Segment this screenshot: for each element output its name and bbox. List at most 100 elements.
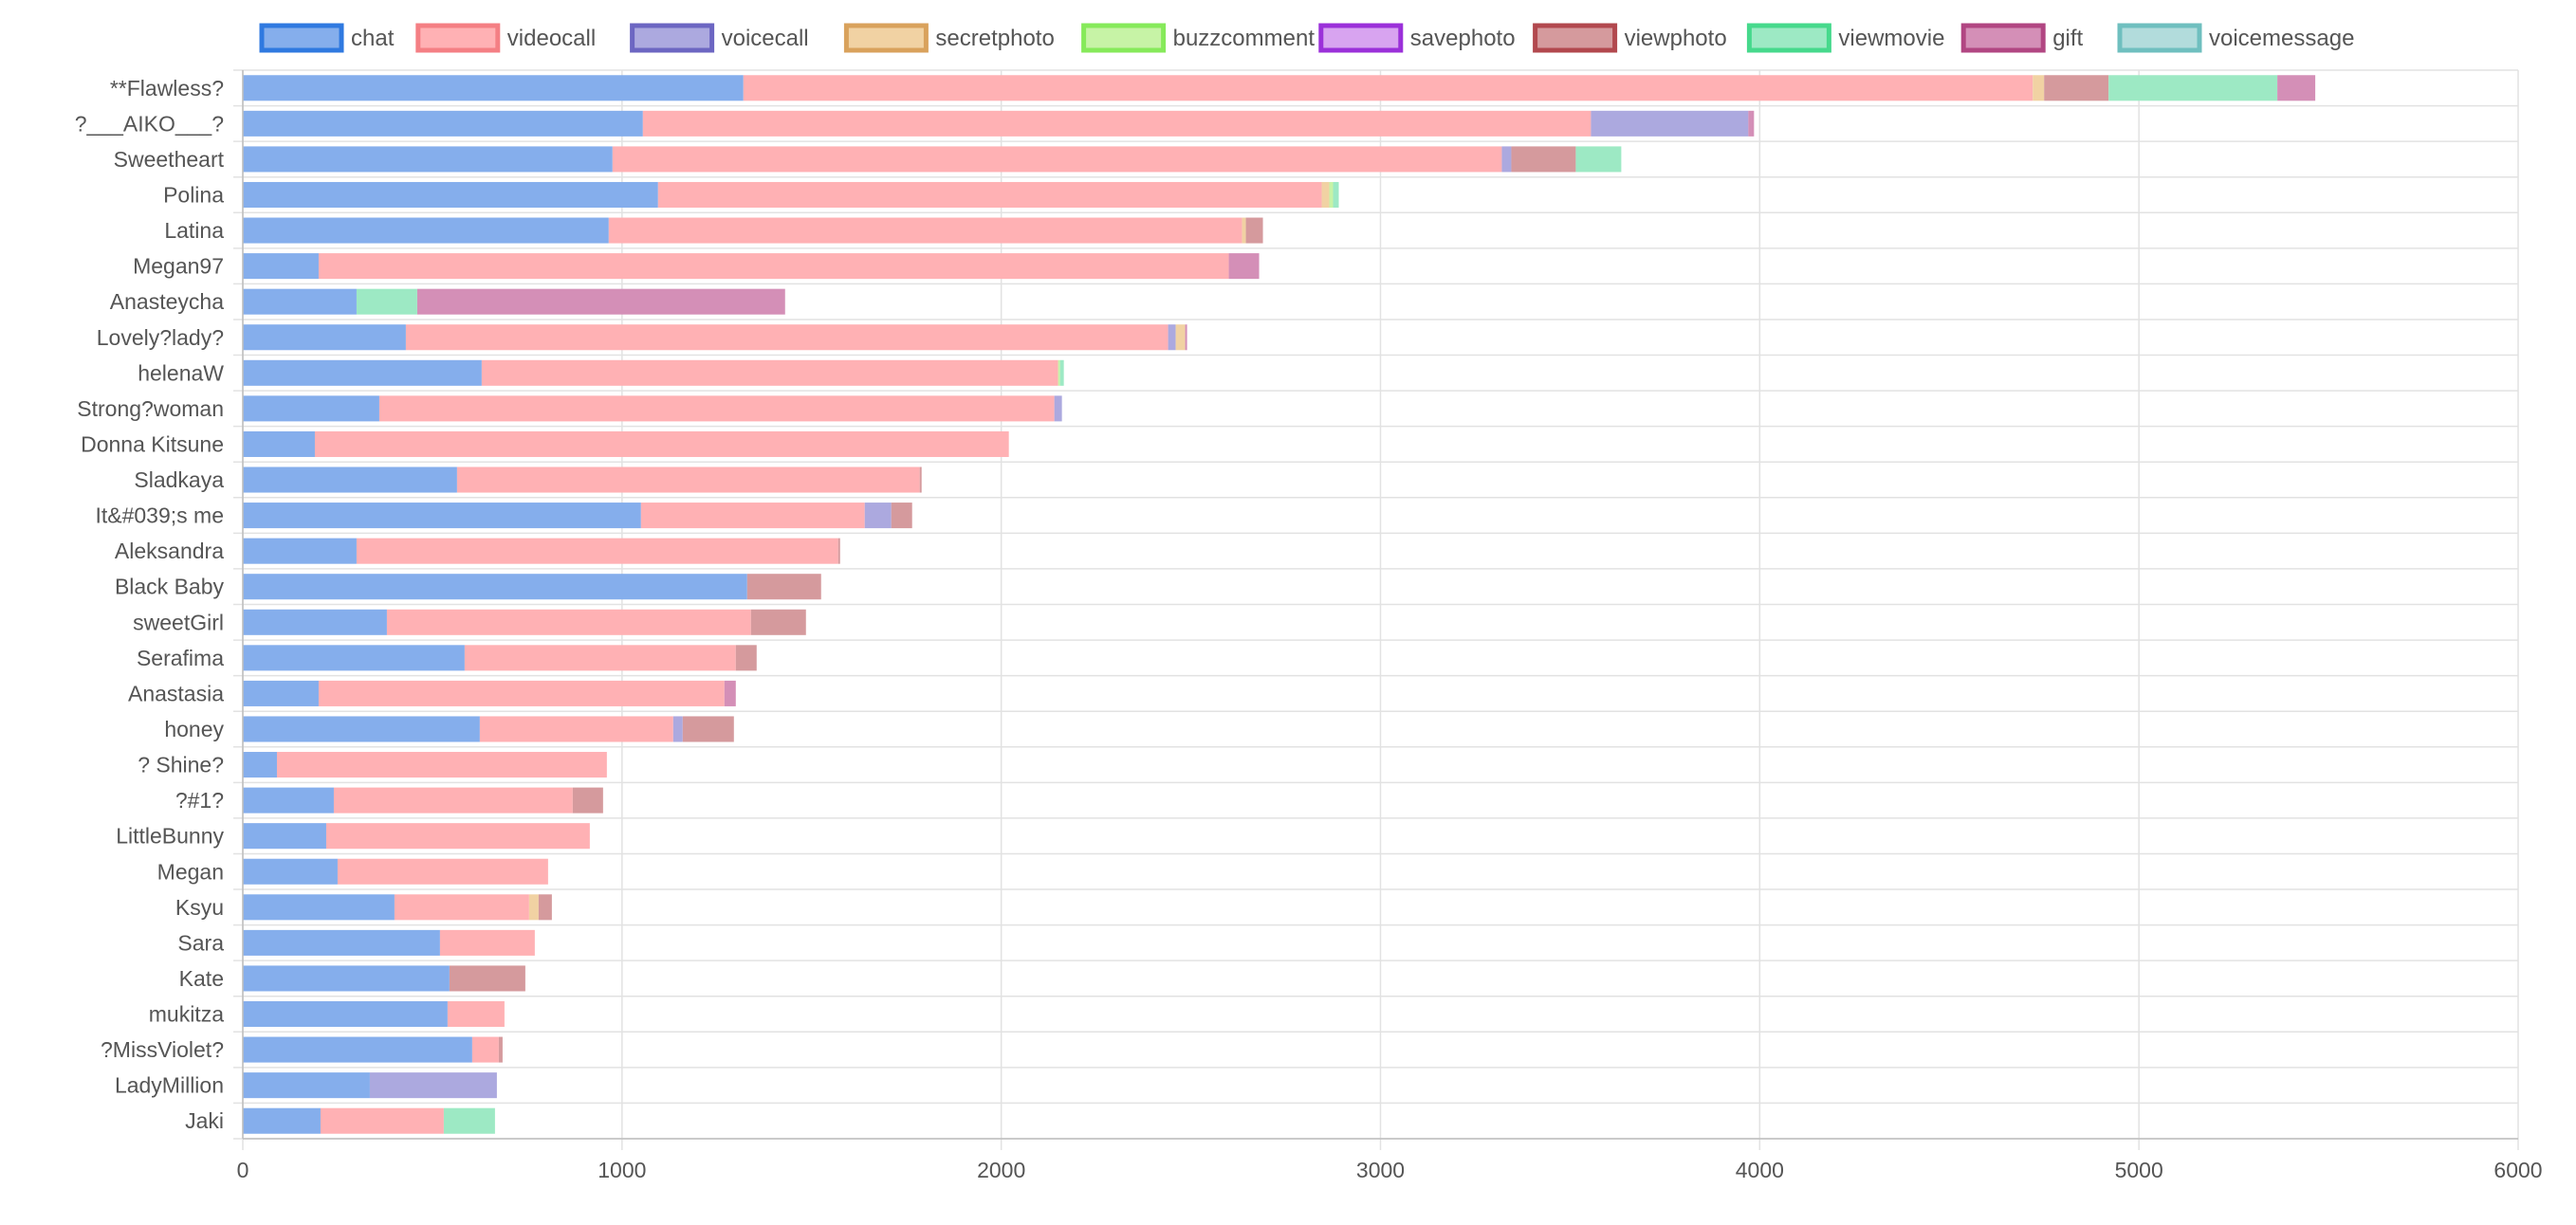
- bar-segment-chat[interactable]: [243, 752, 277, 778]
- bar-segment-voicecall[interactable]: [369, 1072, 497, 1099]
- bar-segment-viewmovie[interactable]: [1575, 146, 1622, 173]
- bar-segment-gift[interactable]: [2277, 75, 2316, 101]
- bar-segment-gift[interactable]: [1185, 324, 1187, 351]
- bar-segment-videocall[interactable]: [318, 253, 1229, 280]
- legend-item-savephoto[interactable]: savephoto: [1318, 23, 1516, 53]
- bar-segment-chat[interactable]: [243, 538, 357, 564]
- bar-segment-videocall[interactable]: [456, 466, 920, 493]
- bar-segment-videocall[interactable]: [612, 146, 1502, 173]
- bar-segment-secretphoto[interactable]: [1242, 217, 1246, 244]
- bar-segment-videocall[interactable]: [314, 430, 1009, 457]
- bar-segment-viewphoto[interactable]: [538, 894, 552, 921]
- bar-segment-gift[interactable]: [416, 288, 785, 315]
- bar-segment-videocall[interactable]: [276, 752, 607, 778]
- bar-segment-chat[interactable]: [243, 503, 641, 529]
- bar-segment-videocall[interactable]: [378, 395, 1055, 422]
- bar-segment-viewphoto[interactable]: [891, 503, 912, 529]
- bar-segment-buzzcomment[interactable]: [1329, 181, 1334, 209]
- bar-segment-gift[interactable]: [1228, 253, 1260, 280]
- bar-segment-viewmovie[interactable]: [1059, 359, 1064, 386]
- bar-segment-chat[interactable]: [243, 146, 613, 173]
- bar-segment-viewmovie[interactable]: [356, 288, 417, 315]
- bar-segment-secretphoto[interactable]: [1321, 181, 1330, 209]
- bar-segment-chat[interactable]: [243, 965, 450, 992]
- bar-segment-viewmovie[interactable]: [2108, 75, 2278, 101]
- bar-segment-chat[interactable]: [243, 1107, 321, 1134]
- bar-segment-chat[interactable]: [243, 574, 747, 600]
- bar-segment-viewphoto[interactable]: [1511, 146, 1576, 173]
- bar-segment-chat[interactable]: [243, 1072, 370, 1099]
- bar-segment-gift[interactable]: [724, 680, 736, 706]
- bar-segment-viewphoto[interactable]: [2044, 75, 2109, 101]
- bar-segment-chat[interactable]: [243, 680, 319, 706]
- bar-segment-chat[interactable]: [243, 645, 465, 671]
- bar-segment-videocall[interactable]: [640, 503, 865, 529]
- bar-segment-videocall[interactable]: [333, 787, 573, 814]
- bar-segment-viewphoto[interactable]: [1245, 217, 1263, 244]
- bar-segment-viewphoto[interactable]: [746, 574, 821, 600]
- legend-item-chat[interactable]: chat: [259, 23, 395, 53]
- bar-segment-videocall[interactable]: [439, 929, 535, 956]
- bar-segment-videocall[interactable]: [405, 324, 1168, 351]
- bar-segment-chat[interactable]: [243, 181, 658, 209]
- bar-segment-viewphoto[interactable]: [735, 645, 757, 671]
- bar-segment-voicecall[interactable]: [1054, 395, 1062, 422]
- bar-segment-videocall[interactable]: [608, 217, 1242, 244]
- bar-segment-chat[interactable]: [243, 217, 609, 244]
- bar-segment-videocall[interactable]: [743, 75, 2033, 101]
- bar-segment-videocall[interactable]: [318, 680, 725, 706]
- bar-segment-viewphoto[interactable]: [498, 1036, 503, 1063]
- legend-item-buzzcomment[interactable]: buzzcomment: [1081, 23, 1316, 53]
- bar-segment-voicecall[interactable]: [1501, 146, 1512, 173]
- bar-segment-videocall[interactable]: [481, 359, 1058, 386]
- bar-segment-viewphoto[interactable]: [449, 965, 525, 992]
- bar-segment-chat[interactable]: [243, 359, 482, 386]
- bar-segment-viewphoto[interactable]: [750, 609, 806, 635]
- legend-item-viewphoto[interactable]: viewphoto: [1533, 23, 1727, 53]
- bar-segment-voicecall[interactable]: [1168, 324, 1176, 351]
- bar-segment-chat[interactable]: [243, 1000, 448, 1028]
- bar-segment-chat[interactable]: [243, 929, 440, 956]
- bar-segment-videocall[interactable]: [325, 823, 590, 850]
- legend-item-videocall[interactable]: videocall: [415, 23, 596, 53]
- bar-segment-videocall[interactable]: [337, 858, 548, 885]
- bar-segment-chat[interactable]: [243, 1036, 472, 1063]
- bar-segment-chat[interactable]: [243, 324, 406, 351]
- legend-item-secretphoto[interactable]: secretphoto: [843, 23, 1055, 53]
- bar-segment-voicecall[interactable]: [672, 716, 683, 742]
- bar-segment-viewphoto[interactable]: [682, 716, 734, 742]
- legend-item-voicecall[interactable]: voicecall: [630, 23, 809, 53]
- bar-segment-secretphoto[interactable]: [528, 894, 539, 921]
- bar-segment-secretphoto[interactable]: [1175, 324, 1186, 351]
- bar-segment-buzzcomment[interactable]: [1058, 359, 1060, 386]
- bar-segment-videocall[interactable]: [471, 1036, 499, 1063]
- legend-item-viewmovie[interactable]: viewmovie: [1746, 23, 1944, 53]
- bar-segment-videocall[interactable]: [356, 538, 838, 564]
- bar-segment-chat[interactable]: [243, 858, 338, 885]
- bar-segment-chat[interactable]: [243, 716, 480, 742]
- bar-segment-chat[interactable]: [243, 75, 744, 101]
- bar-segment-chat[interactable]: [243, 253, 319, 280]
- bar-segment-viewphoto[interactable]: [572, 787, 603, 814]
- bar-segment-chat[interactable]: [243, 395, 379, 422]
- bar-segment-videocall[interactable]: [479, 716, 673, 742]
- bar-segment-chat[interactable]: [243, 823, 326, 850]
- legend-item-gift[interactable]: gift: [1960, 23, 2084, 53]
- bar-segment-videocall[interactable]: [386, 609, 751, 635]
- bar-segment-viewphoto[interactable]: [919, 466, 922, 493]
- bar-segment-chat[interactable]: [243, 110, 643, 137]
- bar-segment-voicecall[interactable]: [864, 503, 892, 529]
- bar-segment-gift[interactable]: [1748, 110, 1755, 137]
- bar-segment-viewmovie[interactable]: [443, 1107, 495, 1134]
- bar-segment-chat[interactable]: [243, 894, 395, 921]
- bar-segment-chat[interactable]: [243, 288, 357, 315]
- bar-segment-videocall[interactable]: [447, 1000, 505, 1028]
- bar-segment-chat[interactable]: [243, 430, 315, 457]
- bar-segment-videocall[interactable]: [642, 110, 1592, 137]
- bar-segment-videocall[interactable]: [320, 1107, 444, 1134]
- bar-segment-viewmovie[interactable]: [1333, 181, 1339, 209]
- bar-segment-chat[interactable]: [243, 609, 387, 635]
- bar-segment-videocall[interactable]: [394, 894, 529, 921]
- bar-segment-voicecall[interactable]: [1591, 110, 1749, 137]
- bar-segment-videocall[interactable]: [657, 181, 1322, 209]
